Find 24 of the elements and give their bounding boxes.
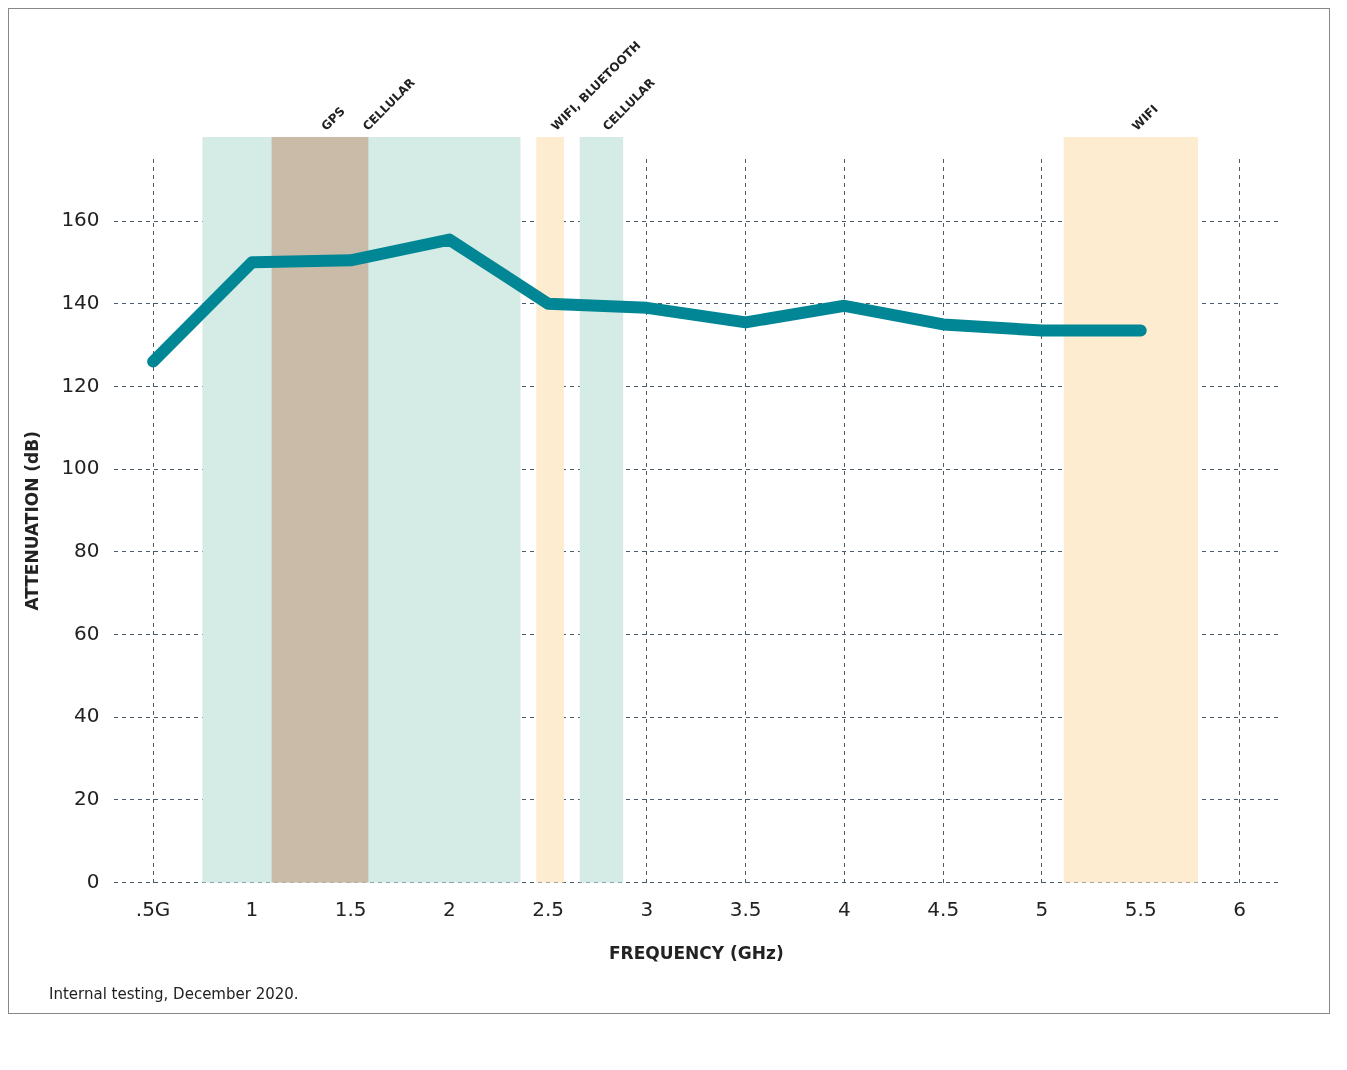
x-tick-label: 3 — [640, 896, 654, 921]
y-tick-label: 0 — [86, 868, 100, 893]
y-tick-label: 120 — [61, 372, 100, 397]
x-tick-label: 6 — [1233, 896, 1246, 921]
x-tick-label: 5 — [1035, 896, 1049, 921]
y-tick-label: 160 — [61, 207, 100, 232]
y-tick-label: 40 — [74, 703, 100, 728]
y-axis-title: ATTENUATION (dB) — [21, 431, 42, 611]
x-axis-title: FREQUENCY (GHz) — [608, 943, 784, 964]
y-tick-label: 100 — [61, 455, 100, 480]
y-tick-label: 80 — [74, 538, 100, 563]
x-tick-label: .5G — [135, 896, 171, 921]
y-tick-label: 60 — [74, 620, 100, 645]
text: Internal testing, December 2020. — [49, 985, 300, 1003]
y-tick-label: 20 — [74, 786, 100, 811]
x-tick-label: 1.5 — [334, 896, 367, 921]
x-tick-label: 4.5 — [927, 896, 960, 921]
x-tick-label: 1 — [245, 896, 259, 921]
x-tick-label: 3.5 — [729, 896, 762, 921]
x-tick-label: 5.5 — [1124, 896, 1157, 921]
x-tick-label: 4 — [838, 896, 851, 921]
x-tick-label: 2 — [443, 896, 456, 921]
x-tick-label: 2.5 — [532, 896, 565, 921]
y-tick-label: 140 — [61, 289, 100, 314]
